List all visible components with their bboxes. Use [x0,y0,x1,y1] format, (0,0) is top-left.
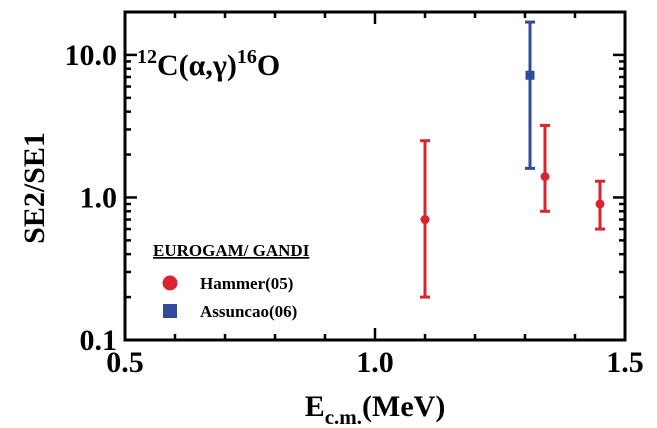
y-axis-label: SE2/SE1 [18,132,51,244]
legend-label-assuncao: Assuncao(06) [200,302,297,321]
y-tick-label: 10.0 [65,39,118,72]
x-label-main: E [305,390,325,423]
tick-labels: 0.1 1.0 10.0 0.5 1.0 1.5 [65,39,644,379]
x-label-unit: (MeV) [362,390,445,423]
x-tick-label: 1.0 [356,346,394,379]
x-tick-label: 1.5 [606,346,644,379]
data-marks [420,20,605,299]
x-tick-label: 0.5 [106,346,144,379]
legend-label-hammer: Hammer(05) [200,274,293,293]
series-assuncao [525,20,535,170]
title-mass-number-2: 16 [237,46,257,68]
title-element: O [257,49,280,82]
y-tick-label: 0.1 [80,324,118,357]
chart-title: 12C(α,γ)16O [137,46,280,82]
legend-title: EUROGAM/ GANDI [153,241,310,260]
x-label-sub: c.m. [325,405,362,428]
ticks [123,10,627,342]
y-tick-label: 1.0 [80,181,118,214]
data-point-square [525,70,535,80]
title-reaction: C(α,γ) [157,49,237,82]
legend-marker-hammer [162,275,178,291]
data-point-circle [540,172,550,182]
legend: EUROGAM/ GANDI Hammer(05) Assuncao(06) [153,241,310,321]
legend-marker-assuncao [163,304,177,318]
title-mass-number-1: 12 [137,46,157,68]
data-point-circle [420,215,430,225]
x-axis-label: Ec.m.(MeV) [305,390,446,428]
series-hammer [420,123,605,299]
data-point-circle [595,199,605,209]
